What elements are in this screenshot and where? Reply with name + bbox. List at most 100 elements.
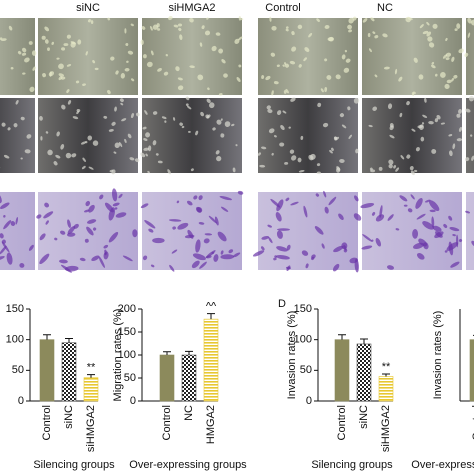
micrograph-panels	[0, 15, 474, 273]
cell	[92, 140, 99, 146]
y-axis-label: Migration rates (%)	[112, 309, 124, 402]
cell	[218, 48, 224, 54]
cell	[168, 219, 182, 222]
cell	[26, 134, 32, 139]
cell	[107, 17, 111, 21]
cell	[107, 89, 111, 95]
x-tick-label: Control	[336, 405, 348, 440]
cell	[189, 18, 194, 23]
y-tick-label: 200	[118, 303, 136, 315]
cell	[268, 128, 275, 134]
cell	[130, 23, 134, 27]
cell	[317, 102, 322, 108]
micrograph	[38, 18, 138, 95]
cell	[328, 196, 337, 206]
cell	[238, 16, 242, 21]
cell	[212, 127, 216, 131]
cell	[220, 118, 223, 121]
cell	[157, 28, 161, 31]
cell	[327, 37, 334, 42]
cell	[167, 169, 171, 175]
cell	[413, 57, 418, 63]
cell	[54, 237, 58, 241]
bar	[334, 339, 350, 402]
cell	[169, 264, 175, 272]
cell	[92, 60, 96, 64]
cell	[161, 116, 167, 120]
cell	[48, 71, 55, 77]
cell	[39, 233, 46, 241]
cell	[410, 170, 415, 176]
cell	[341, 124, 347, 129]
cell	[178, 27, 182, 32]
cell	[98, 256, 105, 268]
cell	[65, 152, 72, 159]
cell	[190, 168, 194, 172]
cell	[387, 103, 393, 110]
cell	[456, 113, 461, 118]
cell	[394, 68, 398, 75]
cell	[297, 24, 303, 30]
cell	[232, 252, 241, 258]
bar	[469, 339, 474, 402]
cell	[176, 200, 180, 204]
cell	[108, 231, 119, 243]
cell	[114, 106, 117, 112]
cell	[361, 245, 373, 250]
cell	[291, 155, 297, 161]
cell	[124, 138, 127, 143]
cell	[177, 77, 183, 81]
cell	[45, 220, 49, 225]
cell	[177, 85, 184, 91]
cell	[104, 252, 107, 256]
cell	[446, 79, 452, 84]
micrograph	[258, 192, 358, 270]
cell	[416, 213, 426, 220]
cell	[276, 64, 280, 68]
cell	[130, 78, 135, 82]
significance: ^^	[206, 301, 217, 313]
cell	[458, 48, 464, 54]
cell	[143, 147, 150, 151]
cell	[186, 200, 193, 206]
cell	[61, 47, 66, 51]
cell	[426, 21, 430, 26]
cell	[322, 122, 329, 128]
cell	[464, 157, 470, 162]
cell	[179, 34, 183, 41]
cell	[388, 164, 393, 169]
micrograph	[362, 98, 462, 173]
cell	[80, 141, 87, 145]
cell	[39, 116, 43, 121]
cell	[452, 234, 456, 237]
cell	[431, 61, 435, 65]
cell	[206, 114, 211, 119]
cell	[429, 209, 436, 213]
cell	[44, 26, 50, 32]
cell	[353, 213, 362, 221]
cell	[220, 206, 229, 212]
cell	[467, 32, 471, 38]
cell	[298, 64, 302, 68]
cell	[140, 39, 144, 45]
cell	[271, 152, 274, 156]
y-tick-label: 150	[294, 303, 312, 315]
cell	[426, 31, 432, 37]
cell	[271, 25, 277, 31]
cell	[389, 134, 395, 139]
cell	[290, 97, 296, 102]
cell	[324, 58, 328, 62]
cell	[444, 83, 450, 90]
cell	[434, 118, 439, 123]
cell	[458, 126, 463, 132]
bar	[61, 342, 77, 402]
cell	[145, 153, 148, 157]
cell	[298, 170, 305, 173]
cell	[177, 222, 189, 230]
cell	[422, 114, 428, 119]
cell	[429, 200, 440, 212]
cell	[163, 71, 169, 76]
cell	[53, 161, 58, 166]
cell	[257, 152, 261, 156]
cell	[24, 57, 30, 63]
